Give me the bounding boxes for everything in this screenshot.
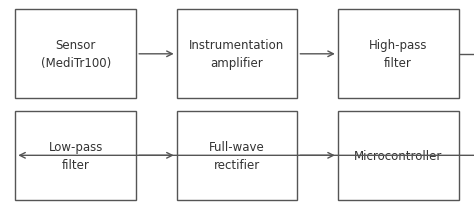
Bar — [337, 111, 458, 200]
Text: Full-wave
rectifier: Full-wave rectifier — [209, 140, 265, 171]
Bar — [176, 111, 297, 200]
Text: Microcontroller: Microcontroller — [354, 149, 442, 162]
Text: Instrumentation
amplifier: Instrumentation amplifier — [190, 39, 284, 70]
Bar — [15, 111, 137, 200]
Text: Low-pass
filter: Low-pass filter — [49, 140, 103, 171]
Text: High-pass
filter: High-pass filter — [369, 39, 428, 70]
Bar — [15, 10, 137, 99]
Bar — [176, 10, 297, 99]
Text: Sensor
(MediTr100): Sensor (MediTr100) — [41, 39, 111, 70]
Bar — [337, 10, 458, 99]
